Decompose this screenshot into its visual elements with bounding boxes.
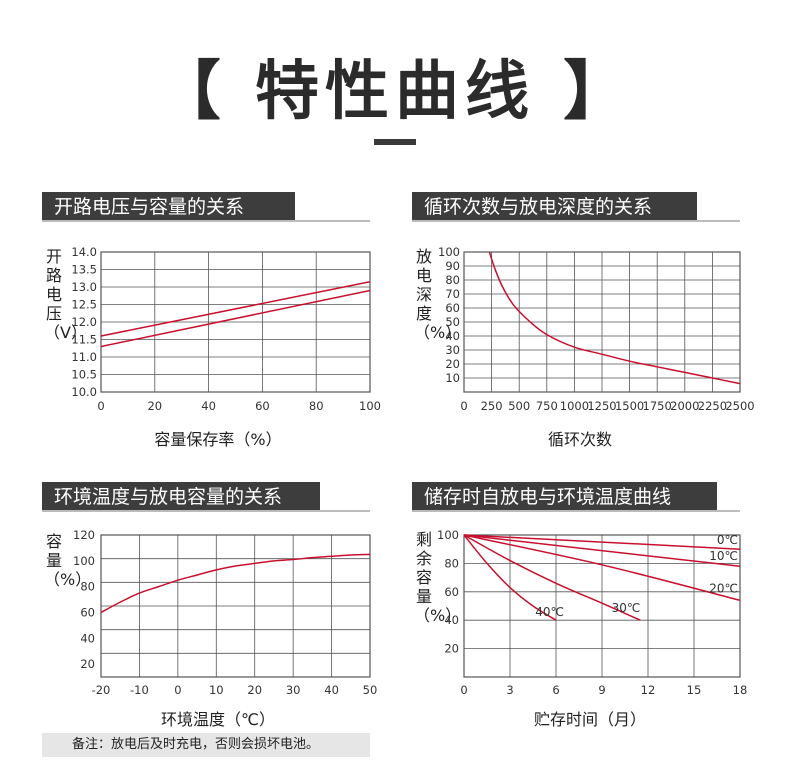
chart-2-ytick: 90 [445, 259, 460, 273]
chart-4-ytick: 20 [444, 642, 459, 656]
chart-4-xlabel: 贮存时间（月） [533, 710, 647, 729]
chart-2-xtick: 1750 [643, 399, 672, 413]
chart-1-xlabel: 容量保存率（%） [154, 430, 282, 449]
chart-2-xtick: 1500 [615, 399, 644, 413]
chart-4-ytick: 60 [444, 585, 459, 599]
chart-1-ytick: 14.0 [71, 245, 97, 259]
chart-4-series-3-label: 20℃ [709, 581, 738, 595]
chart-2-xtick: 1000 [560, 399, 589, 413]
chart-3-title-rule [42, 510, 370, 512]
chart-3-ytick: 60 [80, 605, 95, 619]
chart-4-xtick: 3 [506, 683, 513, 697]
chart-2-xtick: 250 [481, 399, 503, 413]
chart-3-ytick: 80 [80, 580, 95, 594]
chart-4-series-5-label: 40℃ [535, 605, 564, 619]
chart-4-series-5 [463, 534, 557, 621]
chart-3-series-1 [100, 553, 371, 614]
chart-2-ytick: 50 [445, 315, 460, 329]
chart-4-xtick: 12 [641, 683, 656, 697]
chart-3-xlabel: 环境温度（℃） [161, 710, 275, 729]
chart-1-series-2 [100, 289, 371, 348]
chart-3-xtick: 40 [324, 683, 339, 697]
page-title: 【 特性曲线 】 [156, 55, 634, 129]
chart-3-title: 环境温度与放电容量的关系 [42, 482, 320, 512]
chart-2-ytick: 100 [438, 245, 460, 259]
footnote: 备注：放电后及时充电，否则会损坏电池。 [42, 733, 370, 757]
chart-3-xtick: 50 [363, 683, 378, 697]
chart-3-xtick: -10 [130, 683, 149, 697]
chart-4-title: 储存时自放电与环境温度曲线 [412, 482, 717, 512]
chart-2-xtick: 2000 [670, 399, 699, 413]
chart-4-xtick: 6 [552, 683, 559, 697]
chart-3-xtick: 10 [209, 683, 224, 697]
chart-4-ytick: 80 [444, 556, 459, 570]
chart-2-xtick: 1250 [587, 399, 616, 413]
chart-4-series-4 [463, 534, 641, 621]
chart-4-xtick: 0 [460, 683, 467, 697]
chart-3-xtick: 0 [174, 683, 181, 697]
chart-2-ytick: 80 [445, 273, 460, 287]
chart-1-xtick: 80 [309, 399, 324, 413]
chart-4-series-4-label: 30℃ [612, 601, 641, 615]
chart-1-ytick: 10.5 [71, 368, 97, 382]
chart-3-xtick: 30 [286, 683, 301, 697]
chart-3-xtick: -20 [92, 683, 111, 697]
chart-1-ytick: 13.5 [71, 263, 97, 277]
chart-4-series-1 [463, 534, 741, 550]
chart-2-xlabel: 循环次数 [547, 430, 613, 449]
chart-3-ytick: 120 [73, 528, 95, 542]
chart-2-xtick: 750 [536, 399, 558, 413]
chart-4-title-rule [412, 510, 740, 512]
chart-2-title: 循环次数与放电深度的关系 [412, 192, 697, 222]
chart-3-xtick: 20 [247, 683, 262, 697]
chart-2-ytick: 40 [445, 329, 460, 343]
chart-4-ytick: 40 [444, 613, 459, 627]
chart-4-series-3 [463, 534, 741, 602]
chart-3-ytick: 20 [80, 657, 95, 671]
chart-1-title: 开路电压与容量的关系 [42, 192, 295, 222]
chart-2-title-rule [412, 220, 740, 222]
chart-1-ytick: 11.5 [71, 333, 97, 347]
chart-4-xtick: 9 [598, 683, 605, 697]
chart-2-xtick: 2250 [698, 399, 727, 413]
chart-1-ytick: 12.0 [71, 315, 97, 329]
chart-1-title-rule [42, 220, 370, 222]
chart-1-series-1 [100, 281, 371, 337]
chart-2-ytick: 20 [445, 357, 460, 371]
chart-4-ytick: 100 [437, 528, 459, 542]
chart-4-xtick: 15 [687, 683, 702, 697]
chart-2-series-1 [488, 251, 741, 385]
chart-1-ytick: 10.0 [71, 385, 97, 399]
chart-1-ytick: 11.0 [71, 350, 97, 364]
chart-1-xtick: 20 [147, 399, 162, 413]
chart-1-ytick: 12.5 [71, 298, 97, 312]
chart-2-xtick: 2500 [725, 399, 754, 413]
chart-1-xtick: 60 [255, 399, 270, 413]
chart-3-ytick: 40 [80, 631, 95, 645]
chart-2-ytick: 70 [445, 287, 460, 301]
chart-4-series-2-label: 10℃ [709, 549, 738, 563]
chart-3-ytick: 100 [73, 554, 95, 568]
chart-2-xtick: 500 [508, 399, 530, 413]
chart-2-ytick: 10 [445, 371, 460, 385]
chart-4-xtick: 18 [733, 683, 748, 697]
chart-4-series-2 [463, 534, 741, 567]
chart-2-ytick: 30 [445, 343, 460, 357]
title-underline [374, 139, 416, 145]
chart-2-xtick: 0 [460, 399, 467, 413]
chart-1-xtick: 0 [97, 399, 104, 413]
chart-2-ytick: 60 [445, 301, 460, 315]
chart-1-xtick: 100 [359, 399, 381, 413]
chart-1-xtick: 40 [201, 399, 216, 413]
chart-1-ytick: 13.0 [71, 280, 97, 294]
chart-4-series-1-label: 0℃ [717, 533, 738, 547]
